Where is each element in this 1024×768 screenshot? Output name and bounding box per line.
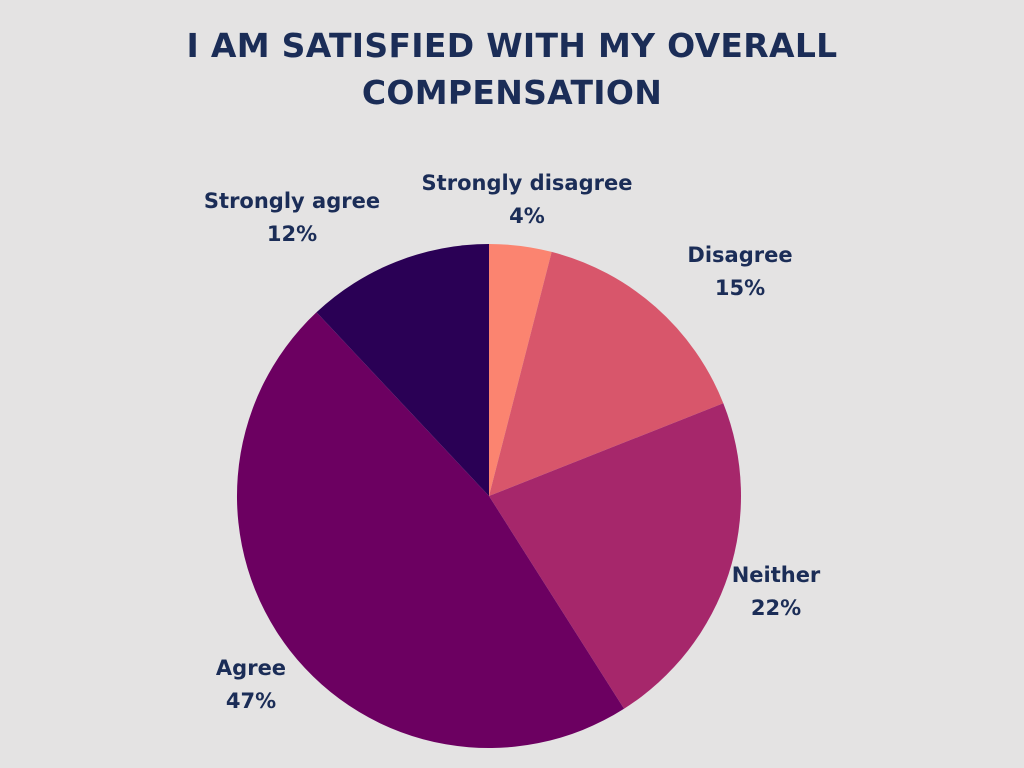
- slice-label-disagree: Disagree: [687, 243, 792, 267]
- slice-strongly-disagree: [489, 244, 552, 496]
- slice-label-agree: Agree: [216, 656, 286, 680]
- slice-value-neither: 22%: [751, 596, 801, 620]
- slice-value-disagree: 15%: [715, 276, 765, 300]
- slice-disagree: [489, 251, 724, 496]
- pie-slices: [236, 244, 741, 749]
- slice-label-strongly-agree: Strongly agree: [204, 189, 380, 213]
- chart-title: I AM SATISFIED WITH MY OVERALL COMPENSAT…: [0, 22, 1024, 116]
- slice-strongly-agree: [316, 244, 489, 496]
- slice-value-agree: 47%: [226, 689, 276, 713]
- slice-label-neither: Neither: [732, 563, 821, 587]
- chart-title-line-2: COMPENSATION: [361, 73, 663, 112]
- pie-labels: Strongly disagree 4% Disagree 15% Neither 22%…: [204, 171, 821, 713]
- chart-title-line-1: I AM SATISFIED WITH MY OVERALL: [186, 26, 838, 65]
- slice-agree: [236, 312, 625, 749]
- slice-value-strongly-disagree: 4%: [509, 204, 545, 228]
- slice-label-strongly-disagree: Strongly disagree: [422, 171, 633, 195]
- slice-neither: [489, 403, 741, 709]
- slice-value-strongly-agree: 12%: [267, 222, 317, 246]
